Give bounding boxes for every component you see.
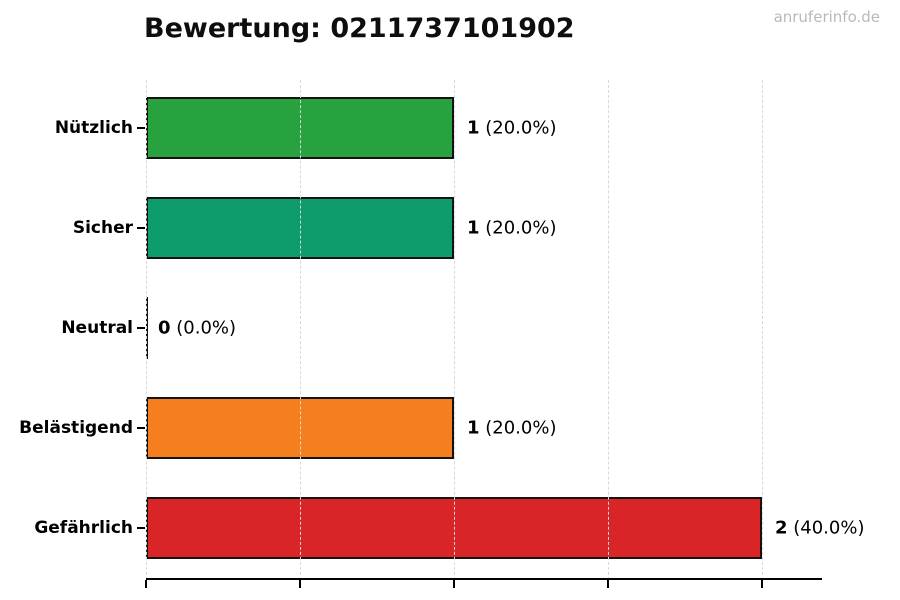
category-label-gef-hrlich: Gefährlich xyxy=(34,518,133,538)
x-axis-tick xyxy=(761,580,763,588)
y-axis-tick xyxy=(137,127,145,129)
chart-title: Bewertung: 0211737101902 xyxy=(144,13,575,44)
y-axis-tick xyxy=(137,227,145,229)
value-count: 0 xyxy=(158,317,171,339)
value-label-gef-hrlich: 2 (40.0%) xyxy=(775,518,864,539)
value-percent: (20.0%) xyxy=(479,417,557,439)
value-count: 1 xyxy=(467,217,480,239)
value-percent: (40.0%) xyxy=(787,517,865,539)
value-label-sicher: 1 (20.0%) xyxy=(467,218,556,239)
category-label-bel-stigend: Belästigend xyxy=(19,418,133,438)
gridline xyxy=(454,80,455,580)
value-percent: (20.0%) xyxy=(479,217,557,239)
x-axis-tick xyxy=(145,580,147,588)
gridline xyxy=(762,80,763,580)
value-count: 1 xyxy=(467,417,480,439)
value-percent: (0.0%) xyxy=(170,317,237,339)
x-axis-line xyxy=(146,578,822,580)
x-axis-tick xyxy=(299,580,301,588)
x-axis-tick xyxy=(453,580,455,588)
y-axis-tick xyxy=(137,527,145,529)
value-count: 1 xyxy=(467,117,480,139)
category-label-neutral: Neutral xyxy=(61,318,133,338)
y-axis-tick xyxy=(137,327,145,329)
value-percent: (20.0%) xyxy=(479,117,557,139)
category-label-sicher: Sicher xyxy=(72,218,133,238)
gridline xyxy=(608,80,609,580)
value-count: 2 xyxy=(775,517,788,539)
x-axis-tick xyxy=(607,580,609,588)
value-label-bel-stigend: 1 (20.0%) xyxy=(467,418,556,439)
value-label-n-tzlich: 1 (20.0%) xyxy=(467,118,556,139)
gridline xyxy=(300,80,301,580)
y-axis-tick xyxy=(137,427,145,429)
gridline xyxy=(146,80,147,580)
watermark-text: anruferinfo.de xyxy=(773,8,880,26)
value-label-neutral: 0 (0.0%) xyxy=(158,318,236,339)
category-label-n-tzlich: Nützlich xyxy=(54,118,133,138)
